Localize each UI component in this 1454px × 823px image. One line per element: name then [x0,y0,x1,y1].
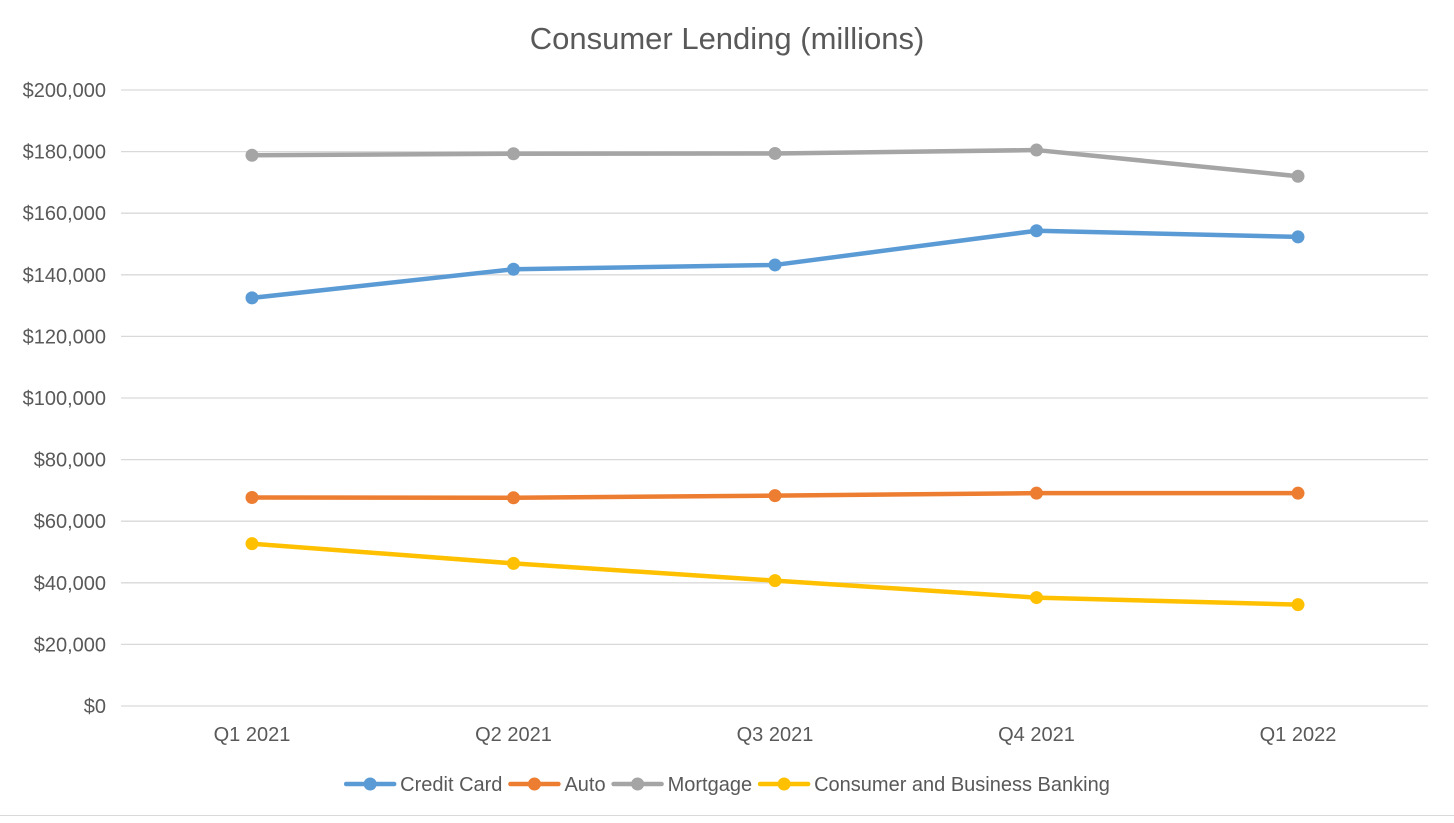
data-point [1291,230,1305,244]
data-point [1030,486,1043,500]
data-point [245,537,259,551]
data-point [1291,598,1305,612]
series-lines [245,143,1305,612]
legend-item: Auto [508,774,606,796]
y-axis-tick-labels: $0 $20,000 $40,000 $60,000 $80,000 $100,000 $1… [23,80,106,718]
data-point [768,146,782,160]
y-tick-label: $200,000 [23,80,106,102]
y-tick-label: $120,000 [23,326,106,348]
series-group [245,224,1305,305]
legend: Credit Card Auto Mortgage Consumer and Busi… [343,774,1110,796]
x-tick-label: Q3 2021 [737,724,814,746]
series-group [245,537,1305,612]
data-point [1291,486,1305,500]
x-tick-label: Q4 2021 [998,724,1075,746]
y-tick-label: $80,000 [34,450,106,472]
y-tick-label: $60,000 [34,511,106,533]
y-tick-label: $140,000 [23,265,106,287]
legend-item: Consumer and Business Banking [757,774,1110,796]
data-point [1291,169,1305,183]
legend-item: Mortgage [611,774,753,796]
y-tick-label: $180,000 [23,142,106,164]
legend-swatch-marker [631,777,645,791]
y-tick-label: $40,000 [34,573,106,595]
data-point [507,491,520,505]
data-point [245,291,259,305]
y-tick-label: $20,000 [34,634,106,656]
chart-title: Consumer Lending (millions) [530,21,925,56]
legend-label: Consumer and Business Banking [814,774,1110,796]
x-axis-tick-labels: Q1 2021 Q2 2021 Q3 2021 Q4 2021 Q1 2022 [214,724,1337,746]
data-point [507,262,520,276]
data-point [1030,143,1043,157]
legend-label: Mortgage [668,774,753,796]
data-point [768,258,782,272]
x-tick-label: Q2 2021 [475,724,552,746]
legend-item: Credit Card [343,774,502,796]
data-point [768,574,782,588]
data-point [768,489,782,503]
legend-swatch-marker [363,777,377,791]
y-tick-label: $160,000 [23,203,106,225]
data-point [1030,591,1043,605]
data-point [245,148,259,162]
y-tick-label: $100,000 [23,388,106,410]
x-tick-label: Q1 2021 [214,724,291,746]
data-point [507,147,520,161]
gridlines [121,89,1428,707]
data-point [245,490,259,504]
legend-swatch-marker [777,777,791,791]
series-group [245,486,1305,505]
data-point [1030,224,1043,238]
x-tick-label: Q1 2022 [1260,724,1337,746]
data-point [507,556,520,570]
legend-label: Auto [564,774,605,796]
legend-label: Credit Card [400,774,502,796]
series-group [245,143,1305,183]
legend-swatch-marker [527,777,541,791]
y-tick-label: $0 [84,696,106,718]
